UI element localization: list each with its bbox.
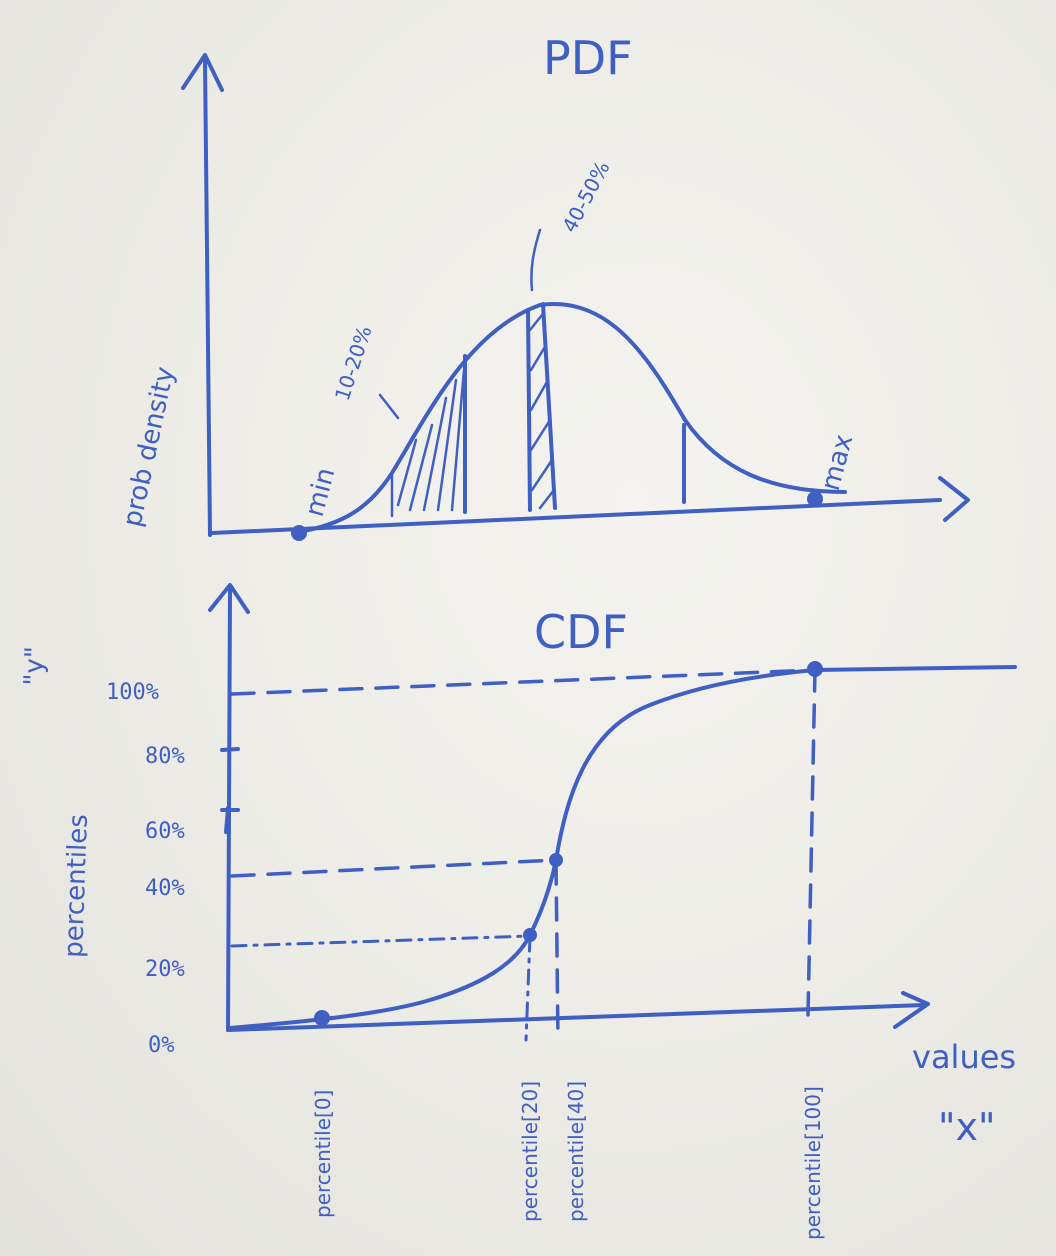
cdf-curve <box>228 665 1017 1030</box>
cdf-x-axis-arrow <box>893 991 930 1029</box>
cdf-tick-80 <box>220 747 240 752</box>
cdf-x-axis-var: "x" <box>938 1105 995 1149</box>
pdf-density-curve <box>296 301 847 534</box>
pdf-region-10-20 <box>390 354 467 518</box>
cdf-tick-label-0: 0% <box>148 1033 175 1058</box>
pdf-annotation-40-50-pointer <box>530 228 542 292</box>
cdf-tick-label-40: 40% <box>145 876 185 901</box>
cdf-tick-label-20: 20% <box>145 957 185 982</box>
cdf-tick-label-100: 100% <box>106 680 159 705</box>
cdf-guide-20-horizontal <box>230 934 532 948</box>
cdf-y-axis-var: "y" <box>19 646 50 686</box>
cdf-y-axis-label: percentiles <box>59 814 94 959</box>
cdf-tick-60 <box>220 806 240 834</box>
pdf-diagram: PDF <box>118 31 970 541</box>
pdf-y-axis-label: prob density <box>118 364 181 529</box>
pdf-max-point <box>807 491 823 507</box>
cdf-x-tick-label-100: percentile[100] <box>801 1086 825 1240</box>
cdf-tick-label-80: 80% <box>145 744 185 769</box>
pdf-annotation-10-20-pointer <box>378 393 400 420</box>
cdf-x-tick-label-0: percentile[0] <box>311 1090 335 1218</box>
pdf-annotation-10-20: 10-20% <box>330 323 377 404</box>
cdf-point-0 <box>314 1010 330 1026</box>
pdf-title: PDF <box>543 31 633 85</box>
cdf-tick-label-60: 60% <box>145 819 185 844</box>
cdf-x-axis-label: values <box>912 1038 1016 1076</box>
cdf-guide-20-vertical <box>524 935 532 1042</box>
cdf-guide-40-horizontal <box>230 858 558 878</box>
pdf-max-label: max <box>816 431 860 493</box>
cdf-x-tick-label-40: percentile[40] <box>564 1081 588 1222</box>
pdf-min-label: min <box>300 465 342 520</box>
pdf-region-40-50 <box>526 302 557 512</box>
pdf-min-point <box>291 525 307 541</box>
cdf-guide-100-horizontal <box>230 668 817 696</box>
pdf-y-axis-arrow <box>181 53 224 92</box>
cdf-guide-100-vertical <box>806 667 817 1017</box>
cdf-y-axis-arrow <box>208 583 250 614</box>
cdf-title: CDF <box>534 605 628 659</box>
cdf-x-tick-label-20: percentile[20] <box>518 1081 542 1222</box>
cdf-guide-40-vertical <box>554 860 560 1042</box>
pdf-x-axis-arrow <box>938 476 970 522</box>
pdf-y-axis <box>203 58 212 537</box>
pdf-annotation-40-50: 40-50% <box>557 157 614 236</box>
cdf-diagram: CDF 100% 80% 60% 40% 20% 0% perce <box>19 583 1017 1240</box>
